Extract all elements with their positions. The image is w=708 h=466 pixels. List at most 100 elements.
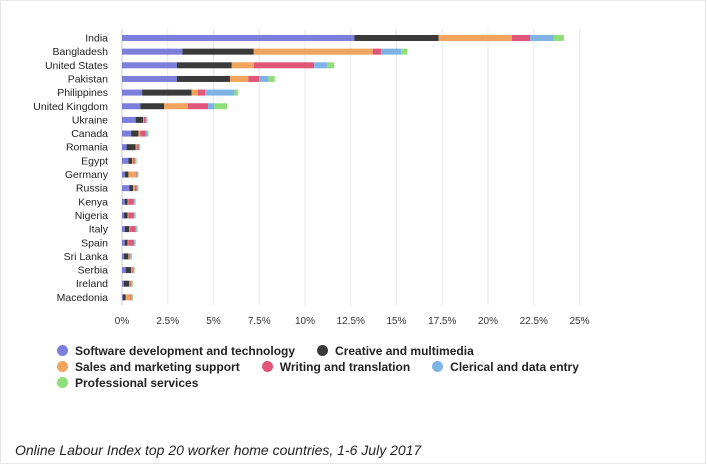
bar-segment[interactable] <box>122 198 125 205</box>
bar-segment[interactable] <box>314 62 327 69</box>
bar-segment[interactable] <box>122 185 130 192</box>
bar-segment[interactable] <box>131 280 133 287</box>
bar-segment[interactable] <box>205 89 235 96</box>
bar-segment[interactable] <box>129 185 133 192</box>
bar-segment[interactable] <box>132 280 133 287</box>
bar-segment[interactable] <box>253 48 373 55</box>
bar-segment[interactable] <box>133 198 135 205</box>
bar-segment[interactable] <box>129 226 131 233</box>
legend-item[interactable]: Creative and multimedia <box>317 343 474 358</box>
bar-segment[interactable] <box>122 130 132 137</box>
bar-segment[interactable] <box>135 157 137 164</box>
bar-segment[interactable] <box>134 157 136 164</box>
bar-segment[interactable] <box>176 75 230 82</box>
bar-segment[interactable] <box>231 62 254 69</box>
bar-segment[interactable] <box>124 226 130 233</box>
bar-segment[interactable] <box>129 280 131 287</box>
bar-segment[interactable] <box>132 157 135 164</box>
bar-segment[interactable] <box>124 171 129 178</box>
bar-segment[interactable] <box>136 144 139 151</box>
bar-segment[interactable] <box>248 75 260 82</box>
bar-segment[interactable] <box>122 103 141 110</box>
bar-segment[interactable] <box>131 267 133 274</box>
bar-segment[interactable] <box>122 294 123 301</box>
bar-segment[interactable] <box>128 198 134 205</box>
bar-segment[interactable] <box>130 280 132 287</box>
bar-segment[interactable] <box>128 253 130 260</box>
bar-segment[interactable] <box>134 212 136 219</box>
bar-segment[interactable] <box>208 103 215 110</box>
bar-segment[interactable] <box>401 48 408 55</box>
bar-segment[interactable] <box>124 239 128 246</box>
bar-segment[interactable] <box>122 89 143 96</box>
bar-segment[interactable] <box>134 185 137 192</box>
bar-segment[interactable] <box>136 171 138 178</box>
bar-segment[interactable] <box>164 103 188 110</box>
bar-segment[interactable] <box>122 75 177 82</box>
bar-segment[interactable] <box>135 226 137 233</box>
bar-segment[interactable] <box>259 75 269 82</box>
bar-segment[interactable] <box>268 75 275 82</box>
bar-segment[interactable] <box>136 226 138 233</box>
bar-segment[interactable] <box>122 48 183 55</box>
bar-segment[interactable] <box>131 253 133 260</box>
bar-segment[interactable] <box>140 130 146 137</box>
bar-segment[interactable] <box>137 171 139 178</box>
bar-segment[interactable] <box>122 62 177 69</box>
bar-segment[interactable] <box>132 294 133 301</box>
bar-segment[interactable] <box>133 212 135 219</box>
bar-segment[interactable] <box>530 35 554 41</box>
bar-segment[interactable] <box>182 48 254 55</box>
bar-segment[interactable] <box>122 212 124 219</box>
bar-segment[interactable] <box>134 239 136 246</box>
bar-segment[interactable] <box>132 157 133 164</box>
bar-segment[interactable] <box>132 267 133 274</box>
legend-item[interactable]: Professional services <box>57 375 198 390</box>
bar-segment[interactable] <box>128 239 134 246</box>
bar-segment[interactable] <box>122 239 125 246</box>
bar-segment[interactable] <box>138 130 141 137</box>
bar-segment[interactable] <box>135 116 144 123</box>
bar-segment[interactable] <box>123 280 130 287</box>
bar-segment[interactable] <box>132 267 134 274</box>
bar-segment[interactable] <box>131 294 133 301</box>
legend-item[interactable]: Writing and translation <box>261 359 410 374</box>
bar-segment[interactable] <box>125 294 131 301</box>
bar-segment[interactable] <box>128 157 133 164</box>
bar-segment[interactable] <box>438 35 512 41</box>
bar-segment[interactable] <box>326 62 335 69</box>
bar-segment[interactable] <box>122 157 129 164</box>
bar-segment[interactable] <box>128 171 136 178</box>
bar-segment[interactable] <box>145 130 148 137</box>
bar-segment[interactable] <box>122 280 124 287</box>
bar-segment[interactable] <box>122 116 136 123</box>
bar-segment[interactable] <box>176 62 232 69</box>
bar-segment[interactable] <box>146 116 148 123</box>
bar-segment[interactable] <box>234 89 239 96</box>
bar-segment[interactable] <box>136 185 138 192</box>
bar-segment[interactable] <box>191 89 198 96</box>
bar-segment[interactable] <box>122 226 125 233</box>
bar-segment[interactable] <box>125 267 132 274</box>
bar-segment[interactable] <box>122 144 127 151</box>
bar-segment[interactable] <box>130 253 132 260</box>
bar-segment[interactable] <box>354 35 439 41</box>
bar-segment[interactable] <box>127 198 129 205</box>
legend-item[interactable]: Sales and marketing support <box>57 359 240 374</box>
bar-segment[interactable] <box>130 294 132 301</box>
bar-segment[interactable] <box>134 198 136 205</box>
bar-segment[interactable] <box>133 267 135 274</box>
bar-segment[interactable] <box>143 116 146 123</box>
bar-segment[interactable] <box>129 253 131 260</box>
bar-segment[interactable] <box>122 267 126 274</box>
bar-segment[interactable] <box>122 171 125 178</box>
bar-segment[interactable] <box>214 103 228 110</box>
bar-segment[interactable] <box>133 239 135 246</box>
bar-segment[interactable] <box>130 226 136 233</box>
bar-segment[interactable] <box>131 130 139 137</box>
bar-segment[interactable] <box>122 35 355 41</box>
bar-segment[interactable] <box>127 212 129 219</box>
bar-segment[interactable] <box>229 75 249 82</box>
bar-segment[interactable] <box>143 116 144 123</box>
bar-segment[interactable] <box>253 62 315 69</box>
